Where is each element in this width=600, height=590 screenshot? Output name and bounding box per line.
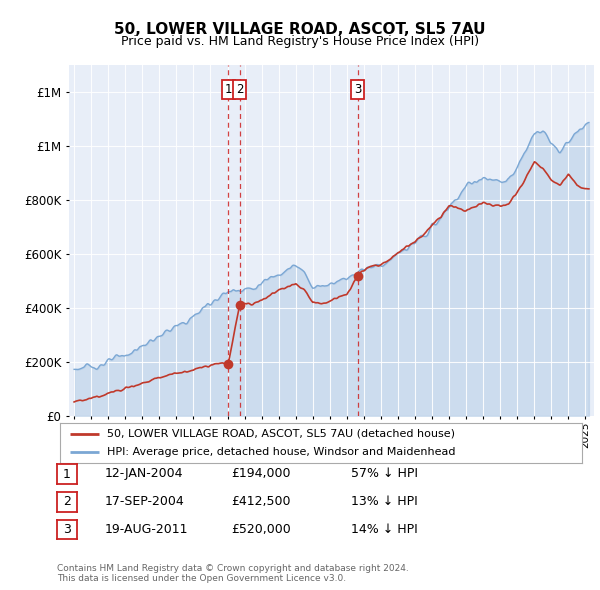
Text: 13% ↓ HPI: 13% ↓ HPI <box>351 495 418 508</box>
Text: £520,000: £520,000 <box>231 523 291 536</box>
Text: 3: 3 <box>63 523 71 536</box>
Text: 3: 3 <box>354 83 361 96</box>
Text: 57% ↓ HPI: 57% ↓ HPI <box>351 467 418 480</box>
Text: 1: 1 <box>63 467 71 481</box>
Text: Price paid vs. HM Land Registry's House Price Index (HPI): Price paid vs. HM Land Registry's House … <box>121 35 479 48</box>
Text: 50, LOWER VILLAGE ROAD, ASCOT, SL5 7AU (detached house): 50, LOWER VILLAGE ROAD, ASCOT, SL5 7AU (… <box>107 429 455 439</box>
Text: 50, LOWER VILLAGE ROAD, ASCOT, SL5 7AU: 50, LOWER VILLAGE ROAD, ASCOT, SL5 7AU <box>114 22 486 37</box>
Text: HPI: Average price, detached house, Windsor and Maidenhead: HPI: Average price, detached house, Wind… <box>107 447 455 457</box>
Text: £412,500: £412,500 <box>231 495 290 508</box>
Text: 12-JAN-2004: 12-JAN-2004 <box>105 467 184 480</box>
Text: 2: 2 <box>236 83 244 96</box>
Text: £194,000: £194,000 <box>231 467 290 480</box>
Text: 1: 1 <box>224 83 232 96</box>
Text: Contains HM Land Registry data © Crown copyright and database right 2024.
This d: Contains HM Land Registry data © Crown c… <box>57 563 409 583</box>
Text: 19-AUG-2011: 19-AUG-2011 <box>105 523 188 536</box>
Text: 17-SEP-2004: 17-SEP-2004 <box>105 495 185 508</box>
Text: 2: 2 <box>63 495 71 509</box>
Text: 14% ↓ HPI: 14% ↓ HPI <box>351 523 418 536</box>
